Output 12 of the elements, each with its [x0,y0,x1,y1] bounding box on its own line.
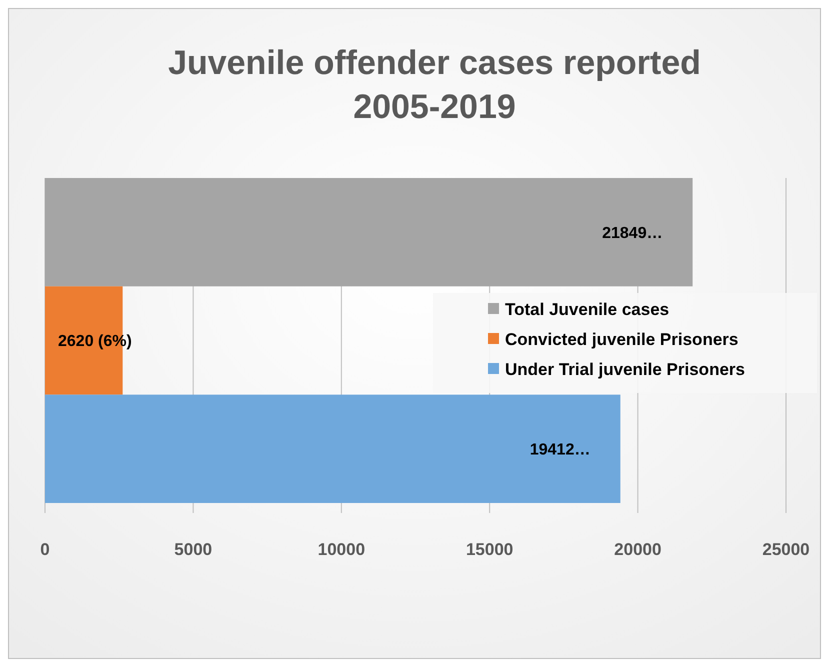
x-tick-label: 5000 [174,540,212,559]
data-label: 21849… [602,224,663,242]
legend-label: Total Juvenile cases [505,300,670,319]
chart-title: Juvenile offender cases reported 2005-2019 [168,44,701,126]
data-label: 19412… [530,441,590,458]
x-tick-label: 0 [40,540,50,559]
x-tick-label: 10000 [318,540,366,559]
x-tick-label: 15000 [466,540,514,559]
legend-label: Convicted juvenile Prisoners [505,330,738,349]
legend-label: Under Trial juvenile Prisoners [505,360,745,379]
x-tick-label: 20000 [614,540,662,559]
x-tick-label: 25000 [762,540,810,559]
